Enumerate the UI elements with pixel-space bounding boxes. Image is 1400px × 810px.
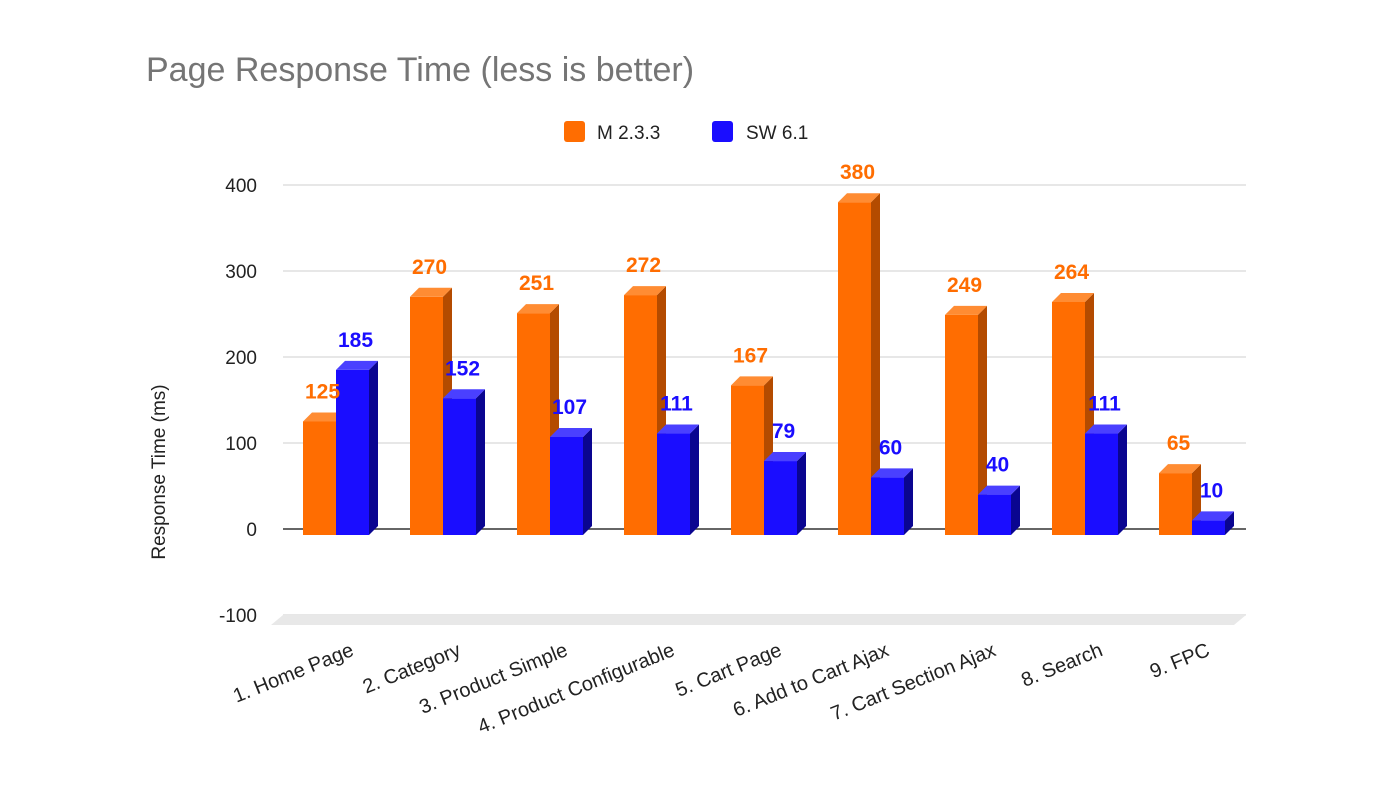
bar-side — [1118, 424, 1127, 535]
data-label: 107 — [552, 396, 587, 419]
data-label: 380 — [840, 161, 875, 184]
bar-side — [369, 360, 378, 535]
data-label: 251 — [519, 272, 554, 295]
bar — [871, 477, 904, 535]
bar-top — [517, 304, 559, 314]
data-label: 185 — [338, 329, 373, 352]
bar-top — [945, 305, 987, 315]
bar-top — [1159, 464, 1201, 474]
data-label: 272 — [626, 254, 661, 277]
y-tick-label: 200 — [225, 348, 257, 369]
bar — [303, 421, 336, 535]
y-tick-label: 100 — [225, 434, 257, 455]
data-labels: 125 185 270 152 251 107 272 111 167 79 380 60 249 40 2… — [305, 161, 1223, 502]
data-label: 40 — [986, 454, 1009, 477]
bar-top — [978, 485, 1020, 495]
bar — [624, 295, 657, 535]
x-tick-label: 4. Product Configurable — [475, 639, 678, 738]
bar-top — [731, 376, 773, 386]
legend: M 2.3.3 SW 6.1 — [564, 121, 808, 144]
bars — [303, 193, 1234, 535]
data-label: 270 — [412, 256, 447, 279]
bar — [336, 369, 369, 535]
bar-top — [1052, 292, 1094, 302]
bar — [838, 202, 871, 535]
bar-side — [583, 427, 592, 535]
data-label: 60 — [879, 436, 902, 459]
bar — [764, 461, 797, 535]
x-tick-label: 8. Search — [1018, 639, 1106, 691]
bar — [945, 314, 978, 535]
bar-side — [871, 193, 880, 535]
bar-side — [978, 305, 987, 535]
bar-side — [904, 468, 913, 535]
legend-label-m233: M 2.3.3 — [597, 123, 660, 144]
bar — [443, 398, 476, 535]
legend-swatch-m233 — [564, 121, 585, 142]
bar — [517, 313, 550, 535]
y-axis-ticks: 400 300 200 100 0 -100 — [219, 176, 257, 627]
bar — [978, 494, 1011, 535]
bar-side — [1011, 485, 1020, 535]
bar — [731, 385, 764, 535]
chart-title: Page Response Time (less is better) — [146, 51, 694, 89]
bar-top — [303, 412, 345, 422]
bar-side — [690, 424, 699, 535]
bar — [1085, 433, 1118, 535]
y-tick-label: 400 — [225, 176, 257, 197]
bar — [410, 296, 443, 535]
bar-top — [838, 193, 880, 203]
bar — [1192, 520, 1225, 535]
data-label: 111 — [1088, 393, 1121, 416]
bar-top — [764, 452, 806, 462]
chart-floor — [271, 615, 1246, 625]
data-label: 125 — [305, 381, 340, 404]
data-label: 10 — [1200, 479, 1223, 502]
data-label: 249 — [947, 274, 982, 297]
bar-top — [1085, 424, 1127, 434]
bar-top — [336, 360, 378, 370]
bar-top — [657, 424, 699, 434]
bar-side — [1225, 511, 1234, 535]
bar — [1159, 473, 1192, 535]
y-axis-title: Response Time (ms) — [149, 384, 170, 559]
data-label: 264 — [1054, 261, 1089, 284]
bar-top — [410, 287, 452, 297]
y-tick-label: -100 — [219, 606, 257, 627]
bar-top — [550, 427, 592, 437]
y-tick-label: 300 — [225, 262, 257, 283]
data-label: 167 — [733, 344, 768, 367]
bar-top — [1192, 511, 1234, 521]
legend-label-sw61: SW 6.1 — [746, 123, 808, 144]
y-tick-label: 0 — [246, 520, 257, 541]
bar-top — [871, 468, 913, 478]
bar — [1052, 301, 1085, 535]
data-label: 111 — [660, 393, 693, 416]
bar-top — [624, 286, 666, 296]
legend-swatch-sw61 — [712, 121, 733, 142]
bar — [550, 436, 583, 535]
bar-side — [476, 389, 485, 535]
data-label: 152 — [445, 357, 480, 380]
bar-top — [443, 389, 485, 399]
x-tick-label: 9. FPC — [1147, 639, 1213, 683]
bar — [657, 433, 690, 535]
x-tick-label: 1. Home Page — [230, 639, 357, 707]
data-label: 79 — [772, 420, 795, 443]
data-label: 65 — [1167, 432, 1191, 455]
bar-side — [797, 452, 806, 535]
